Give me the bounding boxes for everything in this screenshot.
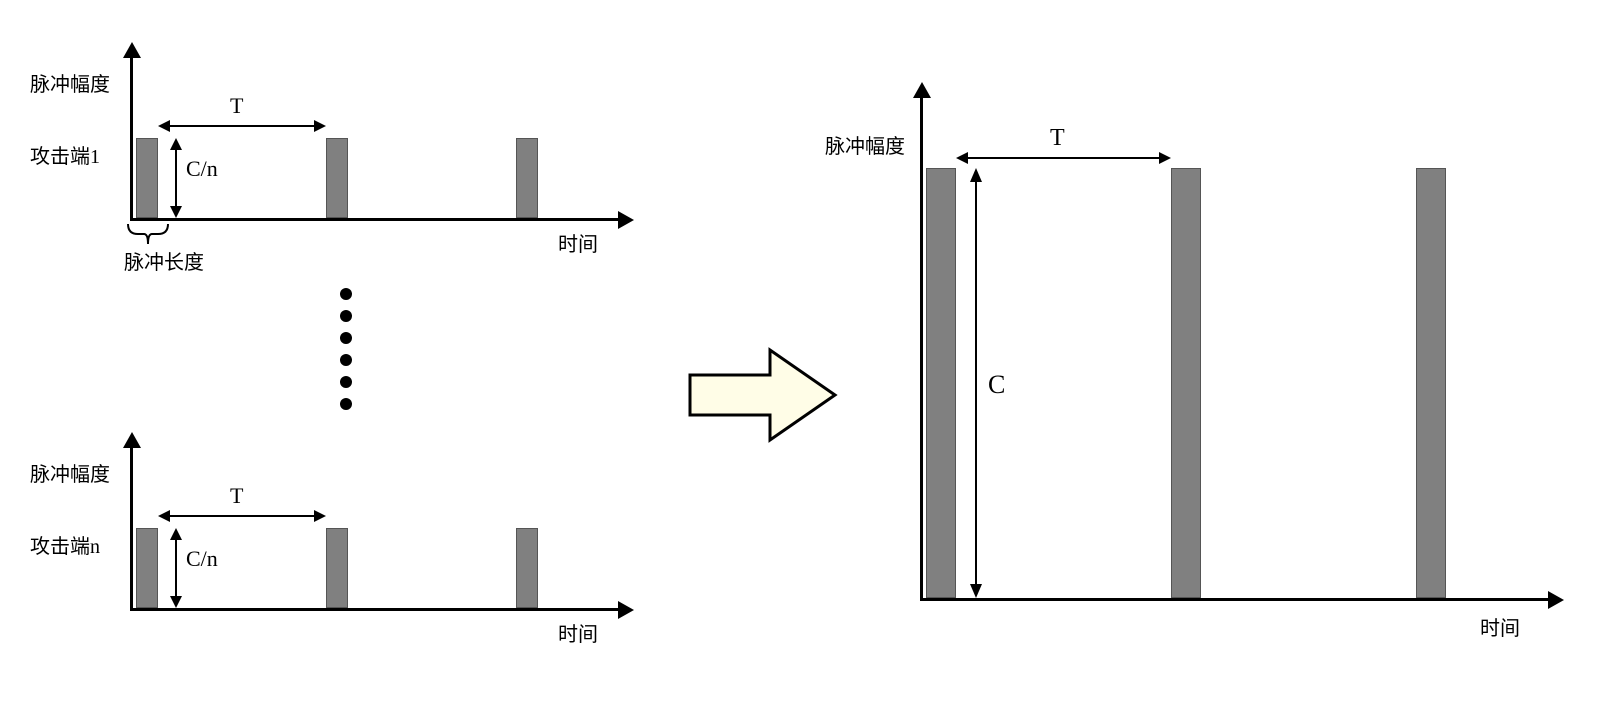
period-label: T bbox=[230, 483, 243, 509]
arrowhead-up-icon bbox=[123, 432, 141, 448]
x-axis bbox=[130, 218, 620, 221]
y-axis bbox=[920, 90, 923, 600]
dot-icon bbox=[340, 376, 352, 388]
amplitude-label: C/n bbox=[186, 546, 218, 572]
dot-icon bbox=[340, 354, 352, 366]
x-axis-label: 时间 bbox=[558, 618, 598, 647]
x-axis bbox=[920, 598, 1550, 601]
y-axis bbox=[130, 50, 133, 220]
pulse-length-label: 脉冲长度 bbox=[124, 246, 204, 275]
amplitude-arrow bbox=[968, 168, 984, 598]
arrowhead-right-icon bbox=[1548, 591, 1564, 609]
pulse-bar bbox=[926, 168, 956, 598]
pulse-bar bbox=[326, 528, 348, 608]
amplitude-label: C/n bbox=[186, 156, 218, 182]
chart-title: 攻击端n bbox=[30, 530, 100, 559]
dot-icon bbox=[340, 288, 352, 300]
pulse-bar bbox=[136, 528, 158, 608]
pulse-bar bbox=[516, 528, 538, 608]
chart-attacker-n: T C/n 脉冲幅度 攻击端n 时间 bbox=[130, 450, 650, 650]
x-axis-label: 时间 bbox=[1480, 612, 1520, 641]
amplitude-arrow bbox=[168, 138, 184, 218]
x-axis bbox=[130, 608, 620, 611]
amplitude-arrow bbox=[168, 528, 184, 608]
dot-icon bbox=[340, 398, 352, 410]
arrowhead-up-icon bbox=[913, 82, 931, 98]
pulse-bar bbox=[326, 138, 348, 218]
period-arrow bbox=[158, 116, 326, 136]
y-axis bbox=[130, 440, 133, 610]
y-axis-label: 脉冲幅度 bbox=[30, 68, 110, 97]
pulse-bar bbox=[1171, 168, 1201, 598]
pulse-bar bbox=[1416, 168, 1446, 598]
arrowhead-up-icon bbox=[123, 42, 141, 58]
y-axis-label: 脉冲幅度 bbox=[30, 458, 110, 487]
pulse-bar bbox=[136, 138, 158, 218]
dot-icon bbox=[340, 332, 352, 344]
chart-attacker-1: T C/n 脉冲长度 脉冲幅度 攻击端1 时间 bbox=[130, 60, 650, 260]
pulse-bar bbox=[516, 138, 538, 218]
x-axis-label: 时间 bbox=[558, 228, 598, 257]
period-label: T bbox=[1050, 125, 1065, 152]
arrowhead-right-icon bbox=[618, 211, 634, 229]
brace-icon bbox=[126, 222, 170, 248]
aggregate-arrow-icon bbox=[680, 340, 840, 450]
diagram-container: T C/n 脉冲长度 脉冲幅度 攻击端1 时间 bbox=[20, 20, 1605, 703]
chart-aggregate: T C 脉冲幅度 时间 bbox=[920, 100, 1600, 660]
chart-title: 攻击端1 bbox=[30, 140, 100, 169]
amplitude-label: C bbox=[988, 370, 1005, 400]
period-arrow bbox=[158, 506, 326, 526]
dot-icon bbox=[340, 310, 352, 322]
y-axis-label: 脉冲幅度 bbox=[825, 130, 905, 159]
arrowhead-right-icon bbox=[618, 601, 634, 619]
period-label: T bbox=[230, 93, 243, 119]
